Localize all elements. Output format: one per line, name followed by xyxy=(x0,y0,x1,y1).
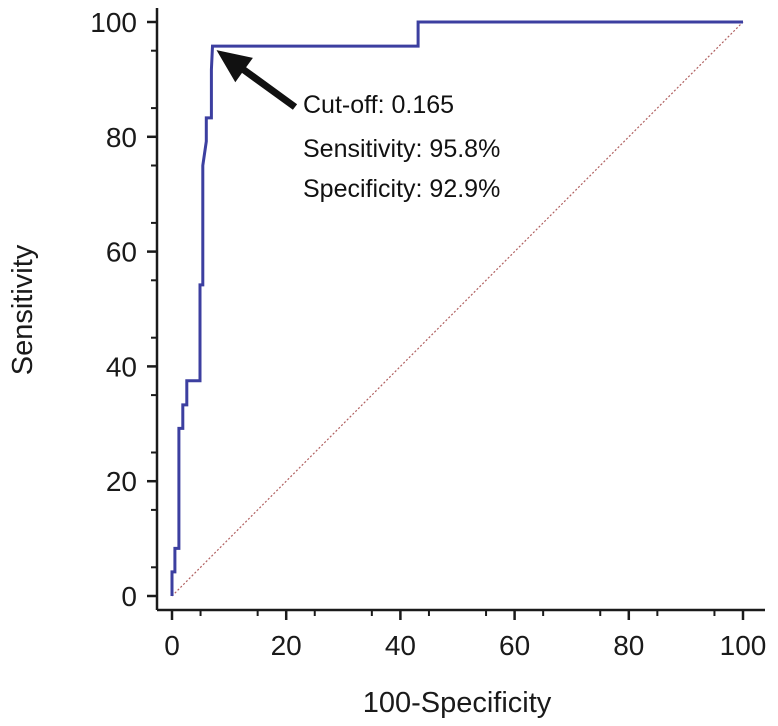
tick-labels: 0 20 40 60 80 100 0 20 40 60 80 100 xyxy=(90,7,766,661)
annotation: Cut-off: 0.165 Sensitivity: 95.8% Specif… xyxy=(216,50,500,203)
annotation-line-cutoff: Cut-off: 0.165 xyxy=(303,91,454,119)
annotation-line-sensitivity: Sensitivity: 95.8% xyxy=(303,135,500,163)
axes xyxy=(155,8,765,612)
y-tick-label-0: 0 xyxy=(121,581,137,612)
x-axis-title: 100-Specificity xyxy=(363,687,552,719)
y-tick-label-40: 40 xyxy=(106,351,137,382)
y-tick-label-60: 60 xyxy=(106,237,137,268)
x-tick-label-0: 0 xyxy=(164,630,180,661)
ticks xyxy=(147,20,745,620)
annotation-line-specificity: Specificity: 92.9% xyxy=(303,175,500,203)
reference-diagonal-line xyxy=(171,21,744,597)
x-tick-label-80: 80 xyxy=(613,630,644,661)
x-tick-label-100: 100 xyxy=(720,630,767,661)
y-tick-label-100: 100 xyxy=(90,7,137,38)
x-tick-label-20: 20 xyxy=(271,630,302,661)
y-tick-label-80: 80 xyxy=(106,122,137,153)
roc-curve-line xyxy=(170,20,743,596)
x-tick-label-60: 60 xyxy=(499,630,530,661)
series xyxy=(170,20,744,597)
x-tick-label-40: 40 xyxy=(385,630,416,661)
annotation-arrow xyxy=(216,50,298,110)
y-axis-title: Sensitivity xyxy=(7,244,39,375)
y-tick-label-20: 20 xyxy=(106,466,137,497)
